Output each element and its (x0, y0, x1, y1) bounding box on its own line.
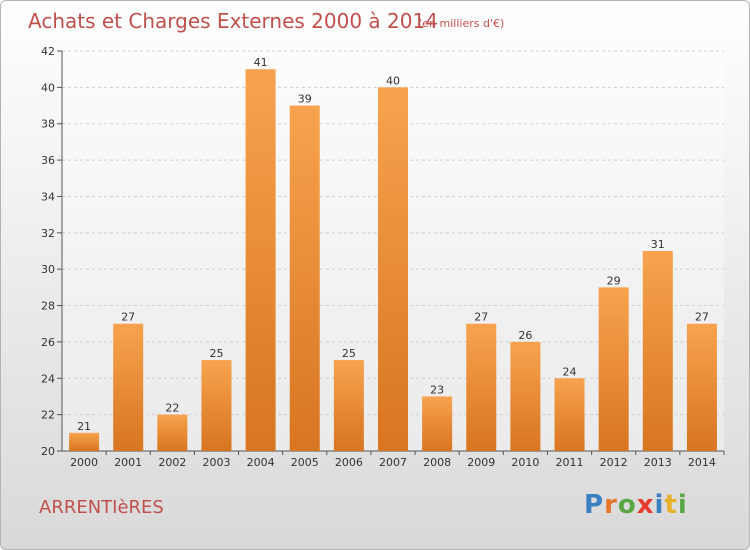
data-label: 21 (77, 420, 91, 433)
y-tick-label: 26 (41, 336, 55, 349)
bar-2005 (289, 105, 320, 451)
y-tick-label: 20 (41, 445, 55, 458)
logo-letter: r (604, 490, 618, 520)
data-label: 24 (563, 365, 577, 378)
x-tick-label: 2011 (556, 456, 584, 469)
data-label: 25 (342, 347, 356, 360)
data-label: 27 (695, 311, 709, 324)
y-tick-label: 42 (41, 45, 55, 58)
x-tick-label: 2009 (467, 456, 495, 469)
x-tick-label: 2010 (511, 456, 539, 469)
bar-2001 (113, 323, 144, 451)
logo-letter: o (617, 490, 637, 520)
x-tick-label: 2002 (158, 456, 186, 469)
proxiti-logo: Proxiti (584, 490, 688, 520)
logo-letter: i (677, 490, 688, 520)
bar-2006 (333, 360, 364, 451)
x-tick-label: 2001 (114, 456, 142, 469)
bar-2013 (642, 251, 673, 451)
x-tick-label: 2004 (247, 456, 275, 469)
x-tick-label: 2000 (70, 456, 98, 469)
chart-title: Achats et Charges Externes 2000 à 2014 (28, 9, 438, 33)
x-tick-label: 2006 (335, 456, 363, 469)
data-label: 41 (254, 56, 268, 69)
y-tick-label: 30 (41, 263, 55, 276)
x-tick-label: 2013 (644, 456, 672, 469)
bar-2008 (422, 396, 453, 451)
bar-2004 (245, 69, 276, 451)
bar-2003 (201, 360, 232, 451)
data-label: 26 (518, 329, 532, 342)
bar-2002 (157, 414, 188, 451)
data-label: 31 (651, 238, 665, 251)
data-labels: 21 27 22 25 41 39 25 40 23 27 26 24 29 31 27 (77, 56, 709, 433)
data-label: 23 (430, 383, 444, 396)
y-tick-label: 34 (41, 190, 55, 203)
x-tick-label: 2005 (291, 456, 319, 469)
logo-letter: x (636, 490, 655, 520)
logo-letter: P (584, 490, 605, 520)
bar-2000 (69, 432, 100, 451)
bar-2007 (377, 87, 409, 451)
bar-2009 (466, 323, 497, 451)
y-tick-label: 36 (41, 154, 55, 167)
data-label: 25 (209, 347, 223, 360)
logo-letter: i (654, 490, 665, 520)
chart-subtitle: (en milliers d'€) (418, 17, 504, 30)
data-label: 40 (386, 74, 400, 87)
data-label: 27 (474, 311, 488, 324)
logo-letter: t (664, 490, 678, 520)
bars (69, 69, 717, 451)
bar-2014 (686, 323, 717, 451)
data-label: 27 (121, 311, 135, 324)
y-tick-label: 24 (41, 372, 55, 385)
y-tick-label: 22 (41, 409, 55, 422)
x-tick-label: 2012 (600, 456, 628, 469)
y-tick-label: 28 (41, 300, 55, 313)
x-tick-label: 2014 (688, 456, 716, 469)
bar-2012 (598, 287, 629, 451)
data-label: 22 (165, 402, 179, 415)
data-label: 29 (607, 274, 621, 287)
y-tick-label: 40 (41, 81, 55, 94)
bar-2010 (510, 341, 541, 451)
data-label: 39 (298, 93, 312, 106)
y-tick-label: 32 (41, 227, 55, 240)
x-tick-label: 2003 (202, 456, 230, 469)
x-tick-label: 2007 (379, 456, 407, 469)
town-name: ARRENTIèRES (39, 497, 164, 518)
bar-2011 (554, 378, 585, 451)
y-tick-label: 38 (41, 118, 55, 131)
x-tick-label: 2008 (423, 456, 451, 469)
